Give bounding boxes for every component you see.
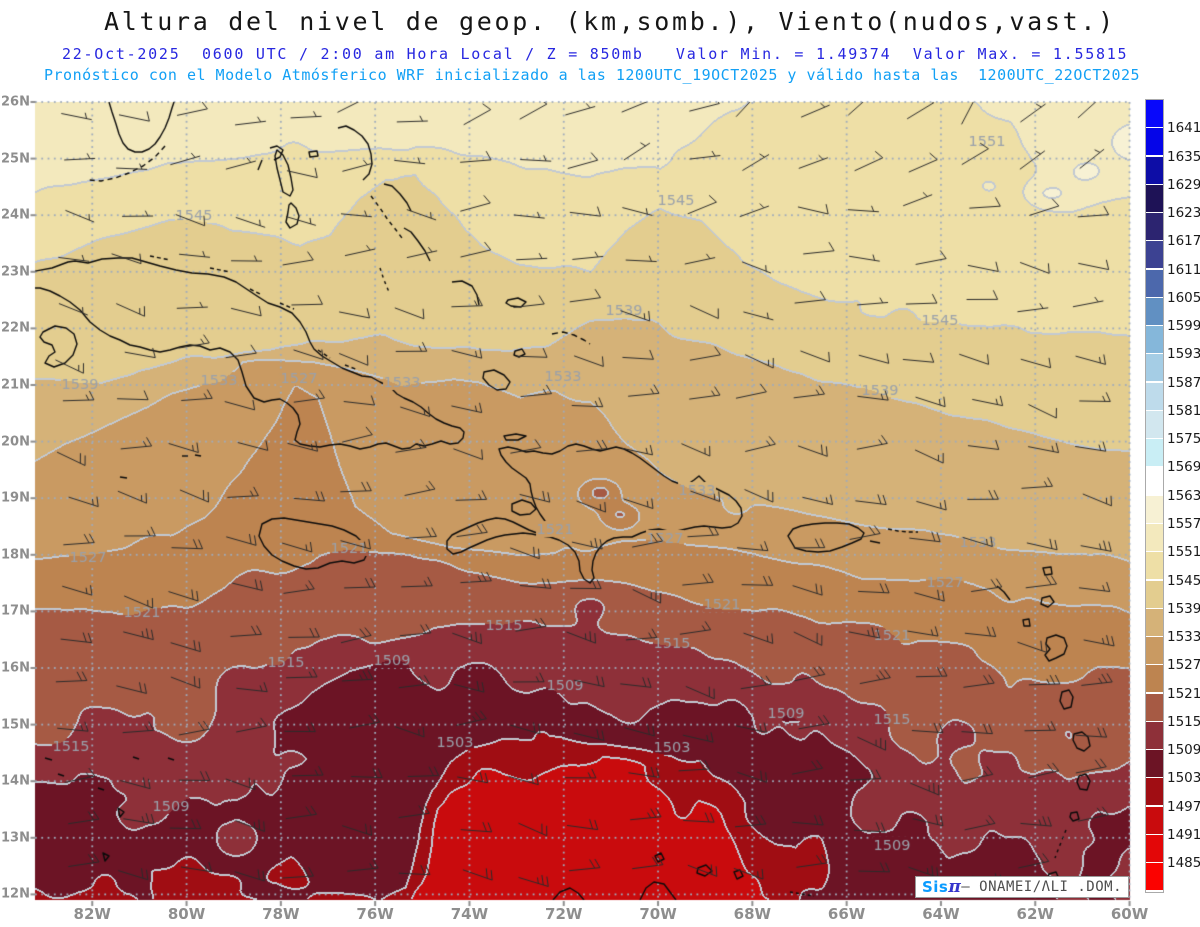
colorbar-cell-26 <box>1146 834 1163 863</box>
lon-label-74W: 74W <box>450 905 489 923</box>
lon-label-60W: 60W <box>1110 905 1149 923</box>
colorbar-label-1575: 1575 <box>1167 431 1200 448</box>
colorbar-cell-19 <box>1146 637 1163 665</box>
lat-label-19N: 19N <box>1 490 30 506</box>
colorbar-label-1593: 1593 <box>1167 346 1200 363</box>
lat-label-18N: 18N <box>1 547 30 563</box>
colorbar-cell-18 <box>1146 608 1163 636</box>
lat-label-17N: 17N <box>1 603 30 619</box>
lat-label-15N: 15N <box>1 717 30 733</box>
colorbar-cell-24 <box>1146 778 1163 806</box>
colorbar-label-1545: 1545 <box>1167 572 1200 589</box>
lon-label-62W: 62W <box>1016 905 1054 923</box>
colorbar-cell-11 <box>1146 410 1163 438</box>
lon-label-82W: 82W <box>73 905 111 923</box>
lon-label-76W: 76W <box>356 905 394 923</box>
colorbar-cell-3 <box>1146 184 1163 212</box>
colorbar-label-1629: 1629 <box>1167 176 1200 193</box>
colorbar-label-1563: 1563 <box>1167 487 1200 504</box>
colorbar-cell-4 <box>1146 213 1163 241</box>
colorbar-cell-1 <box>1146 128 1163 156</box>
colorbar-label-1581: 1581 <box>1167 402 1200 419</box>
lon-label-70W: 70W <box>639 905 677 923</box>
colorbar-cell-14 <box>1146 495 1163 523</box>
colorbar-label-1557: 1557 <box>1167 516 1200 533</box>
colorbar-cell-22 <box>1146 721 1163 749</box>
colorbar-cell-25 <box>1146 806 1163 834</box>
colorbar-cell-9 <box>1146 354 1163 382</box>
colorbar-label-1509: 1509 <box>1167 742 1200 759</box>
lat-label-26N: 26N <box>1 94 30 110</box>
watermark-sis: Sis <box>921 878 949 896</box>
colorbar-label-1623: 1623 <box>1167 205 1200 222</box>
lat-label-21N: 21N <box>1 377 30 393</box>
colorbar-label-1635: 1635 <box>1167 148 1200 165</box>
colorbar-cell-17 <box>1146 580 1163 608</box>
colorbar-cell-27 <box>1146 863 1163 891</box>
lat-label-20N: 20N <box>1 434 30 450</box>
lat-label-14N: 14N <box>1 773 30 789</box>
colorbar-label-1491: 1491 <box>1167 826 1200 843</box>
colorbar-cell-13 <box>1146 467 1163 495</box>
colorbar-cell-23 <box>1146 750 1163 778</box>
watermark-org: – ONAMEI/ΛLI .DOM. <box>961 879 1123 895</box>
colorbar-cell-21 <box>1146 693 1163 721</box>
colorbar-cell-16 <box>1146 552 1163 580</box>
colorbar-cell-10 <box>1146 382 1163 410</box>
lat-label-22N: 22N <box>1 320 30 336</box>
colorbar-label-1641: 1641 <box>1167 120 1200 137</box>
lat-label-13N: 13N <box>1 830 30 846</box>
colorbar-label-1611: 1611 <box>1167 261 1200 278</box>
colorbar-label-1587: 1587 <box>1167 374 1200 391</box>
colorbar-label-1599: 1599 <box>1167 318 1200 335</box>
lon-label-72W: 72W <box>545 905 583 923</box>
colorbar-cell-6 <box>1146 269 1163 297</box>
colorbar-cell-5 <box>1146 241 1163 269</box>
colorbar-cell-2 <box>1146 156 1163 184</box>
colorbar-cell-8 <box>1146 326 1163 354</box>
colorbar-label-1539: 1539 <box>1167 600 1200 617</box>
watermark-box: Sis π – ONAMEI/ΛLI .DOM. <box>915 876 1129 898</box>
colorbar-label-1497: 1497 <box>1167 798 1200 815</box>
colorbar-label-1533: 1533 <box>1167 629 1200 646</box>
colorbar-label-1617: 1617 <box>1167 233 1200 250</box>
colorbar-cell-20 <box>1146 665 1163 693</box>
lon-label-64W: 64W <box>922 905 960 923</box>
colorbar-label-1551: 1551 <box>1167 544 1200 561</box>
colorbar-label-1527: 1527 <box>1167 657 1200 674</box>
lon-label-68W: 68W <box>733 905 772 923</box>
watermark-pi-icon: π <box>948 877 962 897</box>
colorbar-cell-0 <box>1146 100 1163 128</box>
colorbar-cell-12 <box>1146 439 1163 467</box>
colorbar-label-1485: 1485 <box>1167 855 1200 872</box>
colorbar-label-1569: 1569 <box>1167 459 1200 476</box>
colorbar-cell-15 <box>1146 524 1163 552</box>
colorbar-cell-7 <box>1146 297 1163 325</box>
colorbar-label-1503: 1503 <box>1167 770 1200 787</box>
lat-label-23N: 23N <box>1 264 30 280</box>
colorbar-label-1521: 1521 <box>1167 685 1200 702</box>
colorbar-label-1515: 1515 <box>1167 713 1200 730</box>
lat-label-12N: 12N <box>1 886 30 902</box>
lat-label-16N: 16N <box>1 660 30 676</box>
lat-label-24N: 24N <box>1 207 30 223</box>
lat-label-25N: 25N <box>1 151 30 167</box>
lon-label-80W: 80W <box>167 905 206 923</box>
colorbar-label-1605: 1605 <box>1167 289 1200 306</box>
lon-label-66W: 66W <box>827 905 866 923</box>
lon-label-78W: 78W <box>262 905 300 923</box>
